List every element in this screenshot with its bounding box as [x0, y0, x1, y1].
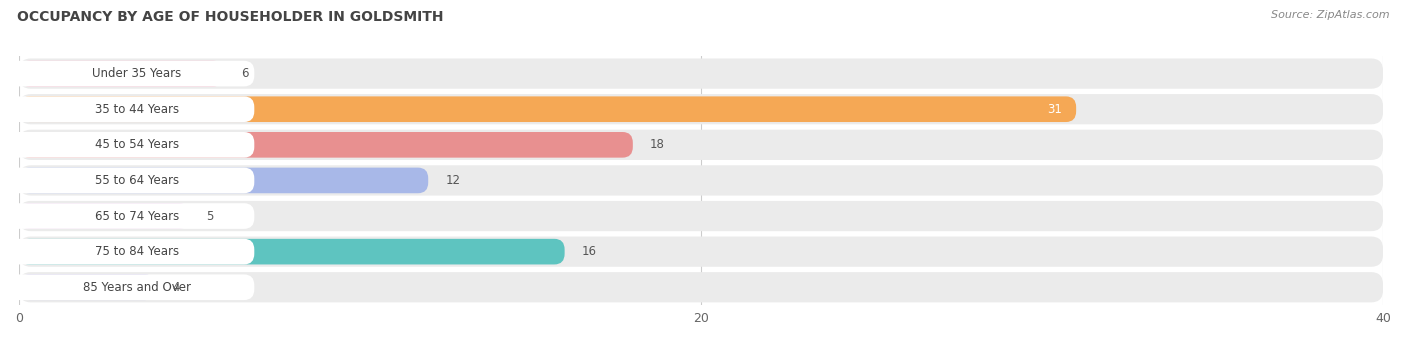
FancyBboxPatch shape: [20, 97, 1076, 122]
Text: 75 to 84 Years: 75 to 84 Years: [94, 245, 179, 258]
FancyBboxPatch shape: [20, 239, 565, 265]
FancyBboxPatch shape: [8, 203, 254, 229]
Text: 55 to 64 Years: 55 to 64 Years: [94, 174, 179, 187]
FancyBboxPatch shape: [8, 97, 254, 122]
FancyBboxPatch shape: [20, 165, 1384, 196]
FancyBboxPatch shape: [20, 130, 1384, 160]
Text: 18: 18: [650, 138, 665, 151]
FancyBboxPatch shape: [8, 239, 254, 265]
FancyBboxPatch shape: [20, 61, 224, 86]
Text: OCCUPANCY BY AGE OF HOUSEHOLDER IN GOLDSMITH: OCCUPANCY BY AGE OF HOUSEHOLDER IN GOLDS…: [17, 10, 443, 24]
FancyBboxPatch shape: [20, 58, 1384, 89]
Text: 85 Years and Over: 85 Years and Over: [83, 281, 191, 294]
Text: 4: 4: [173, 281, 180, 294]
Text: 5: 5: [207, 209, 214, 223]
FancyBboxPatch shape: [20, 274, 156, 300]
Text: 65 to 74 Years: 65 to 74 Years: [94, 209, 179, 223]
FancyBboxPatch shape: [8, 61, 254, 86]
FancyBboxPatch shape: [20, 94, 1384, 124]
FancyBboxPatch shape: [8, 132, 254, 158]
Text: 35 to 44 Years: 35 to 44 Years: [94, 103, 179, 116]
FancyBboxPatch shape: [20, 272, 1384, 302]
Text: 45 to 54 Years: 45 to 54 Years: [94, 138, 179, 151]
Text: Under 35 Years: Under 35 Years: [91, 67, 181, 80]
Text: 6: 6: [240, 67, 249, 80]
Text: 31: 31: [1047, 103, 1063, 116]
Text: Source: ZipAtlas.com: Source: ZipAtlas.com: [1271, 10, 1389, 20]
FancyBboxPatch shape: [8, 168, 254, 193]
FancyBboxPatch shape: [20, 201, 1384, 231]
FancyBboxPatch shape: [20, 203, 190, 229]
Text: 12: 12: [446, 174, 460, 187]
FancyBboxPatch shape: [8, 274, 254, 300]
FancyBboxPatch shape: [20, 132, 633, 158]
FancyBboxPatch shape: [20, 168, 429, 193]
FancyBboxPatch shape: [20, 237, 1384, 267]
Text: 16: 16: [582, 245, 596, 258]
